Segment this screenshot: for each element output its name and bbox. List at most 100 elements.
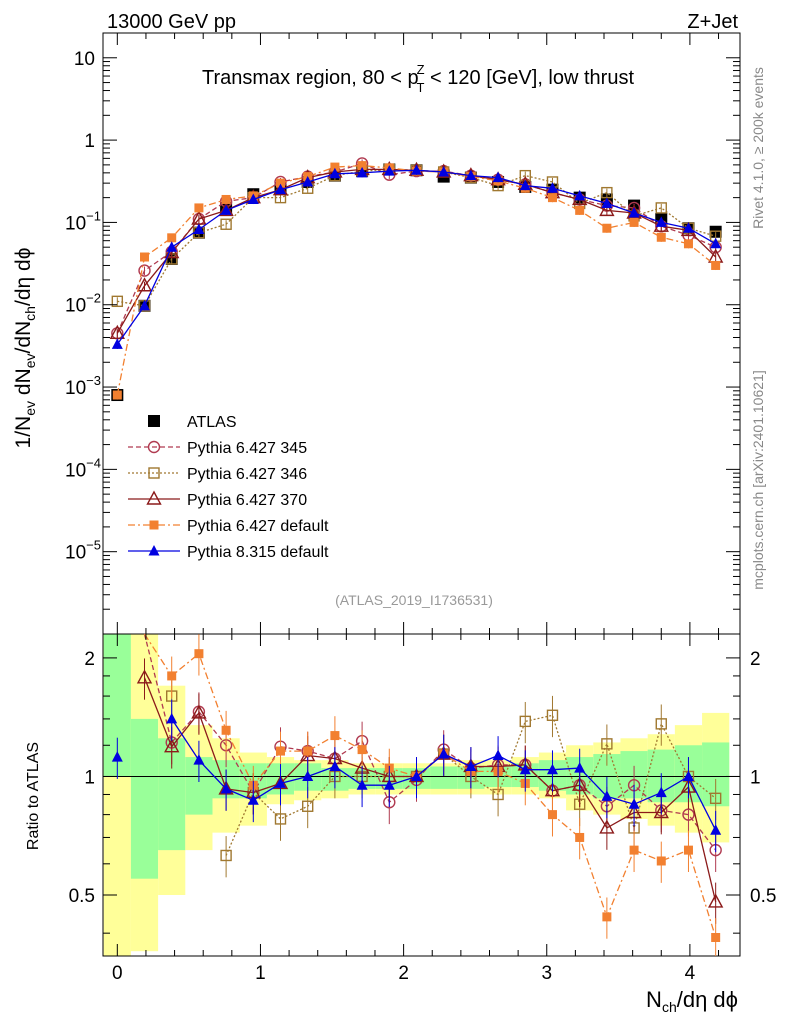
ratio-point xyxy=(329,760,341,771)
ratio-point xyxy=(628,798,640,809)
ratio-point xyxy=(274,813,287,825)
analysis-id: (ATLAS_2019_I1736531) xyxy=(335,592,493,608)
ratio-point xyxy=(136,669,153,684)
data-point xyxy=(574,189,586,201)
ratio-point xyxy=(194,649,204,659)
legend-label: Pythia 6.427 default xyxy=(187,518,329,535)
ratio-band-inner xyxy=(430,766,458,789)
ratio-point xyxy=(330,731,340,741)
ratio-point xyxy=(683,845,693,855)
ratio-point xyxy=(111,751,123,762)
data-point xyxy=(220,218,232,230)
data-point xyxy=(276,178,286,188)
series-line xyxy=(116,169,717,345)
data-point xyxy=(629,217,639,227)
data-point xyxy=(330,162,340,172)
x-axis-title: Nch/dη dϕ xyxy=(646,987,738,1015)
y-tick-label: 10 xyxy=(74,49,95,70)
ratio-tick-label: 0.5 xyxy=(69,886,95,907)
ratio-point xyxy=(602,912,612,922)
ratio-series-layer xyxy=(111,633,724,956)
legend-item: ATLAS xyxy=(148,414,237,431)
data-point xyxy=(275,183,287,195)
data-point xyxy=(710,237,722,249)
header-left: 13000 GeV pp xyxy=(107,11,236,33)
ratio-point xyxy=(519,715,531,728)
ratio-tick-label: 1 xyxy=(84,767,95,788)
ratio-point xyxy=(357,745,367,755)
legend-marker xyxy=(147,440,161,454)
data-point xyxy=(682,222,694,233)
ratio-point xyxy=(546,709,559,721)
x-tick-label: 4 xyxy=(685,963,696,984)
ratio-point xyxy=(707,893,724,908)
data-point xyxy=(519,179,531,191)
legend-item: Pythia 6.427 370 xyxy=(128,490,307,509)
ratio-tick-label-right: 1 xyxy=(750,767,761,788)
data-point xyxy=(193,223,205,235)
data-point xyxy=(683,239,693,249)
y-axis-title: 1/Nev dNev/dNch/dη dϕ xyxy=(12,248,38,449)
data-point xyxy=(655,202,667,214)
ratio-point xyxy=(601,790,613,801)
data-point xyxy=(357,161,367,171)
data-point xyxy=(111,338,123,349)
data-point xyxy=(628,207,640,218)
data-point xyxy=(547,193,557,203)
y-tick-label: 10−1 xyxy=(65,208,101,234)
ratio-point xyxy=(167,671,177,681)
data-point xyxy=(410,164,422,175)
ratio-tick-label: 2 xyxy=(84,649,95,670)
ratio-point xyxy=(302,770,314,781)
legend-marker xyxy=(148,545,160,556)
ratio-point xyxy=(710,824,722,835)
ratio-point xyxy=(166,712,178,724)
ratio-point xyxy=(275,777,287,788)
ratio-point xyxy=(247,794,259,805)
ratio-point xyxy=(276,746,286,756)
data-point xyxy=(465,169,477,181)
x-tick-label: 2 xyxy=(398,963,409,984)
ratio-point xyxy=(629,845,639,855)
ratio-point xyxy=(164,738,180,753)
y-tick-label: 10−4 xyxy=(65,455,101,481)
data-point xyxy=(492,171,504,183)
legend-marker xyxy=(146,490,162,505)
ratio-point xyxy=(601,738,613,750)
mcplots-label: mcplots.cern.ch [arXiv:2401.10621] xyxy=(750,370,766,589)
legend-label: Pythia 8.315 default xyxy=(187,544,329,561)
data-point xyxy=(220,204,232,215)
data-point xyxy=(655,216,667,227)
ratio-point xyxy=(191,704,207,719)
data-point xyxy=(656,232,666,242)
tick-layer: 0 1 2 3 4 10 1 10−1 10−2 10−3 10−4 10−5 2 2 1 1 0.5 0.5 xyxy=(65,32,776,984)
ratio-point xyxy=(410,770,422,781)
ratio-axis-title: Ratio to ATLAS xyxy=(25,742,42,850)
y-tick-label: 10−5 xyxy=(65,538,101,564)
plot-title: Transmax region, 80 < pZ T < 120 [GeV], l… xyxy=(202,62,634,95)
data-point xyxy=(166,241,178,252)
x-tick-label: 0 xyxy=(112,963,123,984)
ratio-tick-label-right: 0.5 xyxy=(750,886,776,907)
ratio-point xyxy=(599,819,615,834)
data-point xyxy=(112,390,122,400)
ratio-point xyxy=(655,718,667,730)
data-point xyxy=(546,182,558,193)
ratio-point xyxy=(303,746,313,756)
legend-label: Pythia 6.427 345 xyxy=(187,440,307,457)
x-tick-label: 3 xyxy=(541,963,552,984)
ratio-point xyxy=(709,792,722,805)
data-point xyxy=(302,175,314,187)
series-line xyxy=(117,168,716,307)
ratio-point xyxy=(655,786,667,798)
ratio-frame xyxy=(102,633,741,957)
data-point xyxy=(167,233,177,243)
ratio-point xyxy=(711,932,721,942)
legend-item: Pythia 6.427 345 xyxy=(128,440,307,457)
ratio-point xyxy=(193,754,205,765)
data-point xyxy=(438,165,450,177)
ratio-point xyxy=(546,763,558,775)
legend-label: ATLAS xyxy=(187,414,237,431)
x-tick-label: 1 xyxy=(255,963,266,984)
data-point xyxy=(599,201,615,217)
